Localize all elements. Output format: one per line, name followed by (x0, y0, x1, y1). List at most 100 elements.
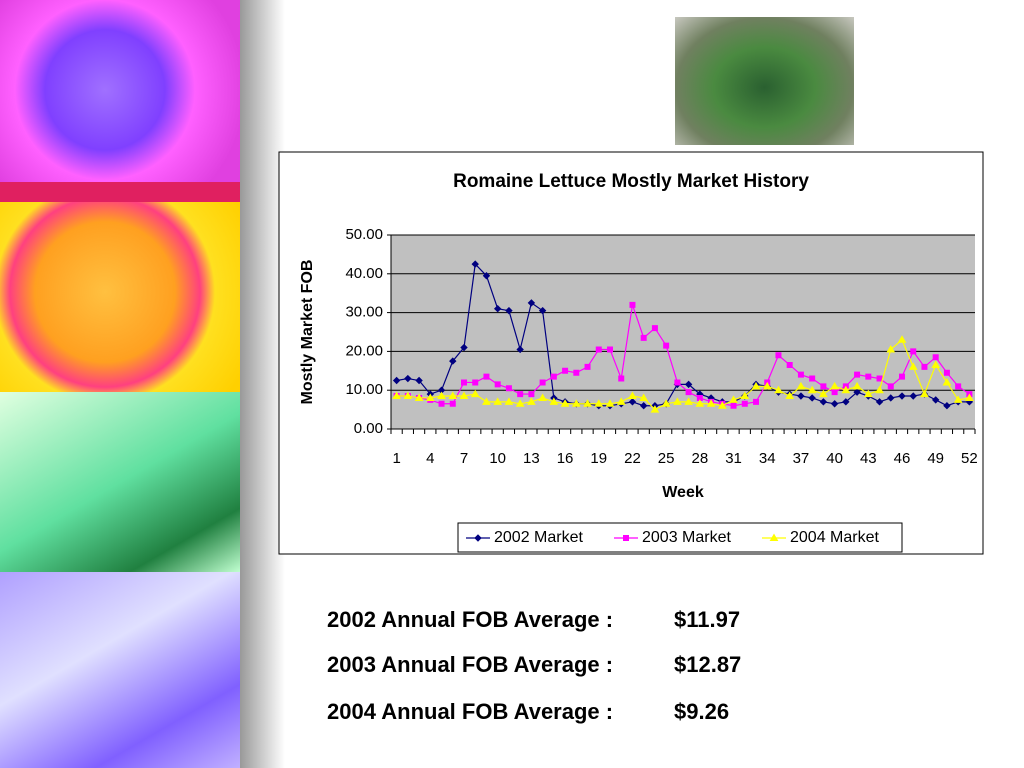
x-tick-label: 16 (557, 450, 574, 467)
point (449, 357, 457, 365)
point (842, 398, 850, 406)
point (955, 383, 962, 390)
point (392, 391, 401, 400)
point (931, 360, 941, 368)
point (751, 381, 761, 390)
shadow (240, 0, 285, 768)
point (628, 391, 637, 400)
point (459, 391, 469, 400)
point (471, 260, 479, 268)
clock-image (0, 202, 240, 392)
x-tick-label: 40 (826, 450, 843, 467)
point (605, 399, 615, 407)
point (639, 393, 649, 401)
point (863, 389, 873, 398)
point (819, 389, 828, 398)
point (460, 343, 468, 352)
point (651, 325, 658, 332)
point (684, 380, 693, 389)
point (910, 348, 917, 355)
point (953, 395, 963, 403)
x-tick-label: 22 (624, 450, 641, 467)
point (538, 393, 547, 401)
point (717, 401, 727, 409)
point (515, 399, 525, 407)
point (762, 381, 772, 390)
clock-image (0, 0, 240, 182)
point (618, 375, 625, 382)
point (853, 388, 861, 396)
legend-marker (769, 533, 779, 541)
point (562, 367, 569, 374)
point (807, 385, 817, 394)
point (539, 379, 546, 386)
x-tick-label: 31 (725, 450, 742, 467)
point (607, 346, 613, 353)
point (483, 373, 490, 380)
point (908, 362, 918, 370)
point (740, 391, 750, 400)
y-tick-label: 20.00 (345, 342, 383, 359)
point (504, 397, 514, 405)
point (493, 305, 502, 313)
legend-label: 2002 Market (494, 529, 583, 546)
point (650, 405, 660, 413)
point (470, 389, 480, 398)
point (921, 363, 928, 370)
note: 2003 Annual FOB Average : $12.87 (327, 652, 741, 678)
point (538, 306, 547, 315)
point (661, 399, 671, 407)
x-axis-label: Week (662, 484, 704, 501)
note: 2004 Annual FOB Average : $9.26 (327, 699, 729, 725)
series-line (396, 262, 970, 407)
y-tick-label: 10.00 (345, 381, 383, 398)
x-tick-label: 7 (460, 450, 468, 467)
point (774, 385, 783, 394)
point (696, 394, 703, 401)
point (865, 373, 872, 380)
point (796, 381, 806, 390)
books-image (0, 572, 240, 768)
left-strip (0, 0, 240, 768)
point (583, 399, 592, 407)
point (449, 400, 456, 407)
point (674, 379, 681, 386)
point (809, 375, 816, 382)
x-tick-label: 10 (489, 450, 506, 467)
point (876, 375, 883, 382)
point (505, 306, 513, 315)
point (528, 391, 535, 398)
point (494, 381, 501, 388)
point (875, 398, 884, 406)
point (461, 379, 467, 386)
band (0, 182, 240, 202)
point (797, 371, 804, 378)
point (425, 393, 435, 401)
point (595, 346, 602, 353)
point (808, 394, 816, 402)
point (931, 396, 940, 404)
point (786, 361, 793, 368)
point (899, 373, 905, 380)
point (414, 393, 424, 401)
point (909, 392, 917, 400)
x-tick-label: 28 (692, 450, 709, 467)
point (920, 389, 929, 398)
y-tick-label: 50.00 (345, 226, 383, 243)
point (943, 402, 951, 410)
point (685, 389, 692, 396)
point (628, 398, 637, 406)
y-tick-label: 40.00 (345, 265, 383, 282)
point (517, 391, 524, 398)
legend-label: 2004 Market (790, 529, 879, 546)
chart-title: Romaine Lettuce Mostly Market History (453, 171, 809, 192)
point (898, 392, 906, 400)
point (448, 391, 458, 400)
point (875, 385, 884, 394)
point (854, 371, 861, 378)
note: 2002 Annual FOB Average : $11.97 (327, 607, 740, 633)
point (887, 383, 894, 390)
point (560, 399, 570, 407)
note-label: 2004 Annual FOB Average : (327, 699, 614, 724)
